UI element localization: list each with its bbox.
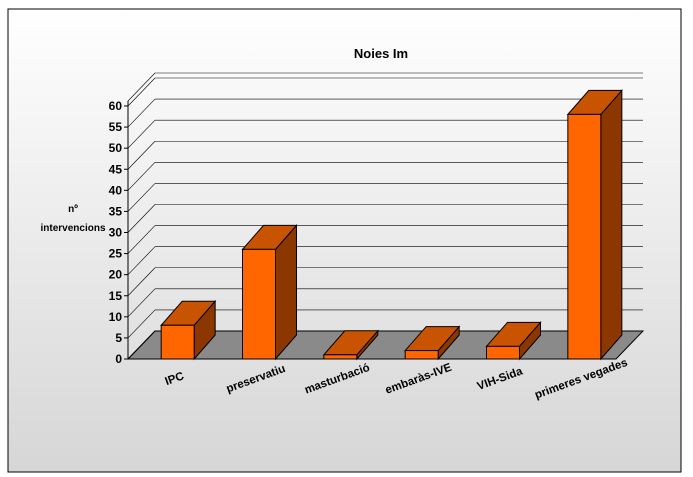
y-tick-label-15: 15: [109, 289, 123, 303]
y-tick-label-25: 25: [109, 247, 123, 261]
y-axis-label-line-1: nº: [68, 204, 78, 215]
chart-title: Noies Im: [354, 46, 408, 61]
bar-front-0: [160, 324, 195, 360]
bar-2: [322, 329, 379, 361]
gridline-left-30: [127, 204, 156, 233]
bar-4: [485, 321, 542, 361]
bar-5: [566, 89, 623, 361]
bars: [160, 89, 623, 361]
bar-front-1: [242, 248, 276, 360]
gridlines: [127, 72, 643, 339]
gridline-left-55: [127, 98, 156, 128]
gridline-left-25: [127, 225, 156, 254]
y-axis: 0 5 10 15 20 25 30 35 40 45 50 55 60: [109, 99, 156, 366]
y-tick-label-5: 5: [115, 331, 122, 345]
gridline-left-20: [127, 246, 156, 275]
y-tick-label-35: 35: [109, 204, 123, 218]
bar-front-4: [486, 345, 520, 360]
gridline-left-60: [127, 77, 156, 107]
bar-1: [241, 224, 298, 361]
y-tick-label-30: 30: [109, 226, 123, 240]
y-tick-label-55: 55: [109, 120, 123, 134]
bar-front-3: [404, 350, 439, 360]
y-tick-label-45: 45: [109, 162, 123, 176]
y-tick-label-50: 50: [109, 141, 123, 155]
gridline-left-5: [127, 309, 156, 339]
gridline-left-45: [127, 141, 156, 170]
gridline-left-15: [127, 267, 156, 296]
y-tick-label-20: 20: [109, 268, 123, 282]
bar-front-2: [323, 354, 358, 360]
bar-3: [404, 325, 461, 361]
gridline-left-10: [127, 288, 156, 318]
bar-side-5: [600, 89, 623, 361]
y-tick-label-0: 0: [115, 352, 122, 366]
y-tick-label-40: 40: [109, 183, 123, 197]
y-tick-label-60: 60: [109, 99, 123, 113]
gridline-left-35: [127, 183, 156, 212]
gridline-left-50: [127, 119, 156, 149]
gridline-left-top: [127, 72, 156, 102]
y-axis-base: [127, 330, 156, 360]
bar-0: [160, 299, 217, 361]
gridline-left-40: [127, 162, 156, 191]
y-axis-label-line-2: intervencions: [40, 223, 105, 234]
y-tick-label-10: 10: [109, 310, 123, 324]
bar-front-5: [567, 113, 602, 360]
